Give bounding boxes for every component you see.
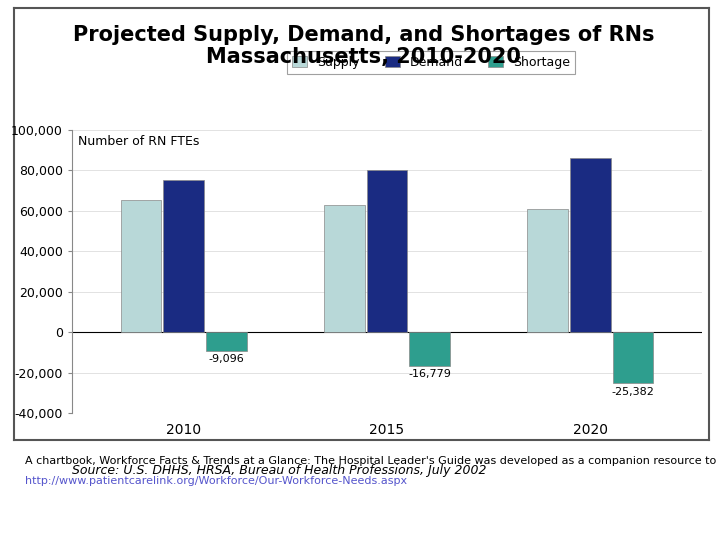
Bar <box>206 332 247 350</box>
Text: Number of RN FTEs: Number of RN FTEs <box>78 136 199 148</box>
Text: Massachusetts, 2010-2020: Massachusetts, 2010-2020 <box>206 46 521 67</box>
Bar <box>410 332 450 366</box>
Legend: Supply, Demand, Shortage: Supply, Demand, Shortage <box>287 51 575 74</box>
Text: -25,382: -25,382 <box>611 387 654 396</box>
Text: Source: U.S. DHHS, HRSA, Bureau of Health Professions, July 2002: Source: U.S. DHHS, HRSA, Bureau of Healt… <box>72 464 487 477</box>
Bar <box>570 158 611 332</box>
Bar <box>121 200 161 332</box>
Bar <box>527 208 568 332</box>
Bar <box>163 180 204 332</box>
Text: -9,096: -9,096 <box>209 354 244 363</box>
Text: A chartbook, Workforce Facts & Trends at a Glance: The Hospital Leader's Guide w: A chartbook, Workforce Facts & Trends at… <box>25 456 720 467</box>
Text: http://www.patientcarelink.org/Workforce/Our-Workforce-Needs.aspx: http://www.patientcarelink.org/Workforce… <box>25 476 408 487</box>
Bar <box>324 205 364 332</box>
Bar <box>366 170 408 332</box>
Bar <box>613 332 653 383</box>
Text: -16,779: -16,779 <box>408 369 451 379</box>
Text: Projected Supply, Demand, and Shortages of RNs: Projected Supply, Demand, and Shortages … <box>73 25 654 45</box>
